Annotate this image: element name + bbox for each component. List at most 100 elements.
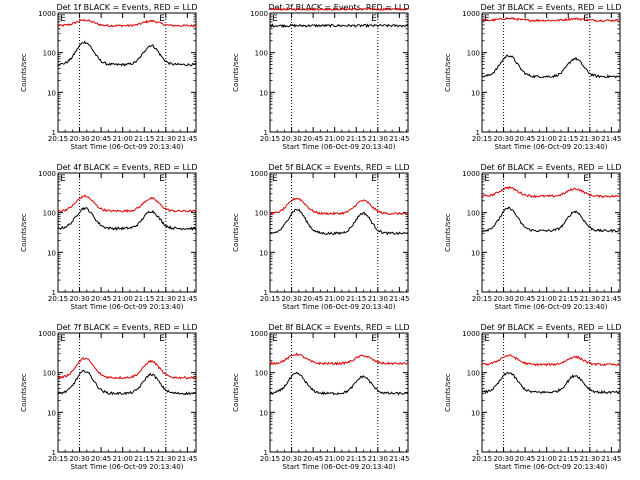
series-events: [481, 372, 621, 395]
y-tick-label: 10: [259, 409, 268, 417]
x-tick-label: 21:45: [177, 455, 197, 463]
x-tick-label: 21:30: [156, 135, 176, 143]
y-tick-label: 1: [476, 449, 480, 457]
panel-title: Det 3f BLACK = Events, RED = LLD: [480, 3, 621, 12]
x-tick-label: 20:45: [91, 295, 111, 303]
x-tick-label: 21:00: [113, 295, 133, 303]
y-tick-label: 1: [264, 129, 268, 137]
y-axis-label: Counts/sec: [20, 213, 28, 252]
series-lld: [481, 354, 621, 367]
y-tick-label: 100: [255, 210, 268, 218]
y-axis-label: Counts/sec: [20, 53, 28, 92]
series-events: [269, 23, 409, 29]
x-axis-label: Start Time (06-Oct-09 20:13:40): [495, 143, 608, 151]
y-tick-label: 1: [476, 129, 480, 137]
panel-det-4: Det 4f BLACK = Events, RED = LLD Counts/s…: [20, 163, 198, 311]
x-tick-label: 20:30: [281, 455, 301, 463]
x-tick-label: 21:30: [368, 295, 388, 303]
x-tick-label: 21:45: [601, 295, 621, 303]
y-axis-label: Counts/sec: [444, 53, 452, 92]
series-lld: [269, 352, 408, 366]
y-tick-label: 1: [52, 289, 56, 297]
x-tick-label: 20:30: [493, 455, 513, 463]
y-axis-label: Counts/sec: [232, 373, 240, 412]
y-tick-label: 100: [43, 50, 56, 58]
x-tick-label: 21:15: [134, 455, 154, 463]
series-lld: [57, 194, 197, 214]
y-tick-label: 100: [467, 370, 480, 378]
x-axis-label: Start Time (06-Oct-09 20:13:40): [71, 463, 184, 471]
plot-frame: [57, 12, 197, 133]
x-tick-label: 21:45: [177, 135, 197, 143]
x-tick-label: 21:30: [156, 295, 176, 303]
x-tick-label: 20:15: [48, 295, 68, 303]
y-axis-label: Counts/sec: [232, 213, 240, 252]
series-lld: [481, 17, 621, 23]
y-tick-label: 1: [264, 449, 268, 457]
x-tick-label: 20:45: [303, 295, 323, 303]
x-tick-label: 21:15: [134, 135, 154, 143]
x-tick-label: 20:30: [493, 135, 513, 143]
series-events: [481, 206, 621, 234]
series-lld: [481, 185, 621, 199]
series-events: [57, 40, 197, 67]
y-tick-label: 1000: [250, 10, 268, 18]
x-axis-label: Start Time (06-Oct-09 20:13:40): [495, 303, 608, 311]
x-tick-label: 21:15: [346, 135, 366, 143]
series-events: [57, 206, 197, 231]
panel-title: Det 7f BLACK = Events, RED = LLD: [56, 323, 197, 332]
x-axis-label: Start Time (06-Oct-09 20:13:40): [283, 463, 396, 471]
plot-frame: [481, 172, 621, 293]
x-tick-label: 21:15: [346, 295, 366, 303]
panel-title: Det 4f BLACK = Events, RED = LLD: [56, 163, 197, 172]
series-lld: [269, 197, 409, 216]
x-tick-label: 21:30: [580, 455, 600, 463]
x-tick-label: 21:45: [177, 295, 197, 303]
panel-title: Det 8f BLACK = Events, RED = LLD: [268, 323, 409, 332]
y-tick-label: 10: [259, 89, 268, 97]
series-lld: [57, 18, 197, 28]
x-tick-label: 21:15: [558, 135, 578, 143]
x-tick-label: 21:00: [325, 295, 345, 303]
y-tick-label: 1: [52, 449, 56, 457]
x-tick-label: 20:45: [303, 455, 323, 463]
y-tick-label: 1: [264, 289, 268, 297]
y-tick-label: 1000: [250, 330, 268, 338]
x-tick-label: 21:45: [389, 455, 409, 463]
x-tick-label: 20:45: [515, 135, 535, 143]
y-tick-label: 100: [255, 50, 268, 58]
y-tick-label: 1000: [38, 330, 56, 338]
y-tick-label: 1: [476, 289, 480, 297]
panel-det-9: Det 9f BLACK = Events, RED = LLD Counts/s…: [444, 323, 622, 471]
x-tick-label: 20:45: [91, 455, 111, 463]
series-events: [269, 371, 409, 396]
y-tick-label: 100: [467, 210, 480, 218]
x-axis-label: Start Time (06-Oct-09 20:13:40): [283, 303, 396, 311]
e-marker: E: [272, 334, 278, 344]
x-tick-label: 21:15: [558, 455, 578, 463]
x-tick-label: 21:45: [389, 135, 409, 143]
y-tick-label: 100: [255, 370, 268, 378]
x-tick-label: 21:00: [113, 135, 133, 143]
x-tick-label: 21:30: [368, 135, 388, 143]
x-tick-label: 20:15: [472, 295, 492, 303]
x-tick-label: 20:15: [472, 135, 492, 143]
x-tick-label: 21:15: [558, 295, 578, 303]
x-tick-label: 21:00: [537, 295, 557, 303]
x-tick-label: 21:45: [389, 295, 409, 303]
y-tick-label: 1000: [462, 170, 480, 178]
e-marker: E: [272, 174, 278, 184]
e-marker: E: [159, 174, 165, 184]
x-axis-label: Start Time (06-Oct-09 20:13:40): [71, 143, 184, 151]
x-tick-label: 20:30: [69, 295, 89, 303]
y-tick-label: 1000: [38, 10, 56, 18]
panel-det-8: Det 8f BLACK = Events, RED = LLD Counts/s…: [232, 323, 410, 471]
panel-title: Det 1f BLACK = Events, RED = LLD: [56, 3, 197, 12]
series-lld: [269, 7, 409, 12]
x-tick-label: 21:00: [325, 135, 345, 143]
y-tick-label: 100: [467, 50, 480, 58]
panel-title: Det 2f BLACK = Events, RED = LLD: [268, 3, 409, 12]
y-tick-label: 1: [52, 129, 56, 137]
x-tick-label: 20:15: [48, 455, 68, 463]
